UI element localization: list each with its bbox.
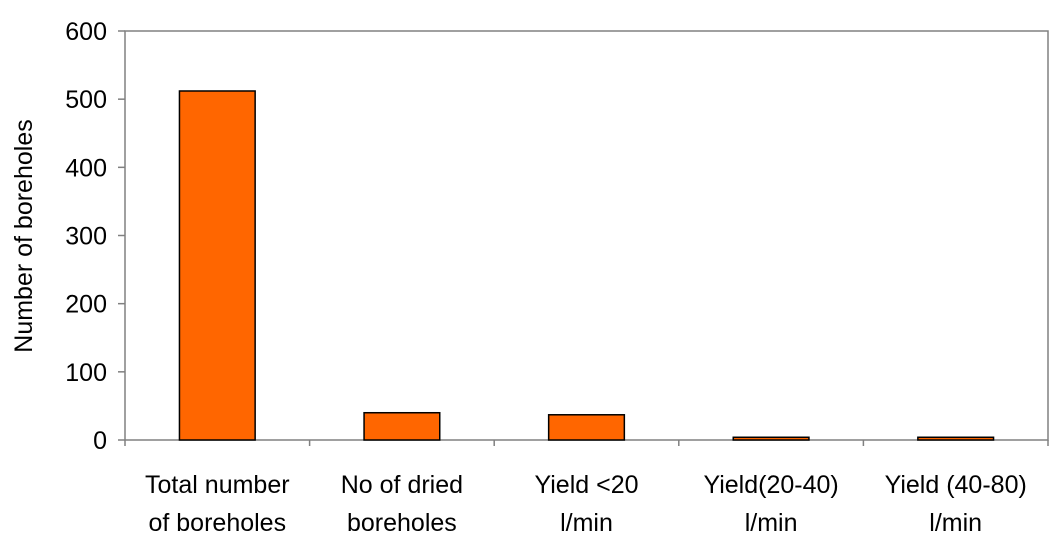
- y-tick-label: 0: [93, 427, 107, 455]
- x-tick-label: Yield(20-40): [703, 471, 838, 499]
- y-axis: 0 100 200 300 400 500 600: [65, 18, 125, 455]
- x-tick-label: Yield <20: [534, 471, 638, 499]
- x-tick-label: boreholes: [347, 509, 457, 537]
- x-tick-labels: Total number of boreholes No of dried boreh…: [145, 471, 1027, 537]
- bar: [547, 414, 626, 441]
- bars: [178, 90, 995, 441]
- x-tick-label: No of dried: [341, 471, 463, 499]
- y-axis-label: Number of boreholes: [10, 119, 38, 352]
- y-tick-label: 100: [65, 359, 107, 387]
- x-tick-label: Total number: [145, 471, 290, 499]
- y-tick-label: 500: [65, 86, 107, 114]
- x-tick-label: l/min: [560, 509, 613, 537]
- x-tick-label: Yield (40-80): [885, 471, 1027, 499]
- y-tick-label: 400: [65, 154, 107, 182]
- bar: [732, 436, 810, 441]
- bar: [178, 90, 256, 441]
- y-tick-label: 300: [65, 223, 107, 251]
- bar: [363, 411, 441, 441]
- x-tick-label: of boreholes: [148, 509, 286, 537]
- x-tick-label: l/min: [745, 509, 798, 537]
- plot-frame: [124, 30, 1049, 441]
- bar: [917, 436, 995, 441]
- x-tick-label: l/min: [929, 509, 982, 537]
- y-tick-label: 200: [65, 291, 107, 319]
- y-tick-label: 600: [65, 18, 107, 46]
- x-axis: [124, 440, 1049, 446]
